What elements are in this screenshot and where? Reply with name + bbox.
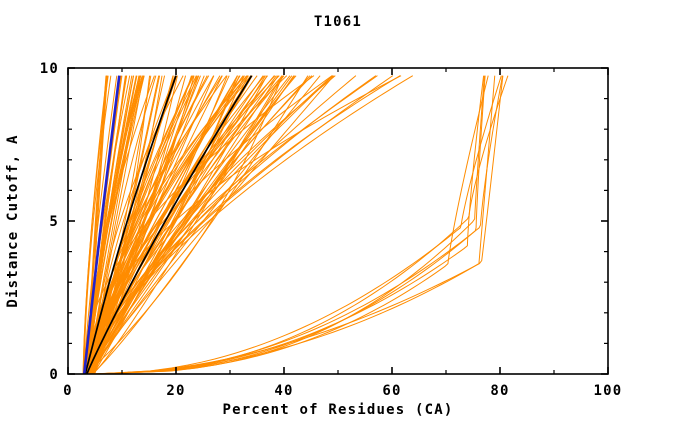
curves-layer (82, 75, 509, 374)
y-tick-label: 5 (49, 214, 59, 230)
x-tick-label: 40 (274, 383, 293, 399)
orange-knee-curve (96, 75, 504, 374)
orange-curve (85, 75, 252, 374)
orange-knee-curve (93, 75, 489, 374)
x-axis-label: Percent of Residues (CA) (222, 402, 453, 418)
orange-knee-curve (93, 75, 485, 374)
orange-curve (91, 75, 266, 374)
orange-curve (85, 75, 145, 374)
orange-curve (82, 75, 108, 374)
orange-curve (87, 75, 155, 374)
x-tick-label: 100 (594, 383, 623, 399)
orange-knee-curve (91, 75, 496, 374)
blue-curve (82, 75, 121, 374)
orange-curve (86, 75, 293, 374)
black-curve (86, 75, 253, 374)
orange-curve (90, 75, 414, 374)
orange-curve (91, 75, 249, 374)
orange-curve (84, 75, 210, 374)
y-tick-label: 10 (40, 61, 59, 77)
orange-knee-curve (96, 75, 502, 374)
x-tick-label: 80 (490, 383, 509, 399)
orange-curve (85, 75, 291, 374)
orange-curve (91, 75, 309, 374)
orange-curve (83, 75, 283, 374)
orange-curve (87, 75, 166, 374)
orange-curve (89, 75, 296, 374)
black-curve (84, 75, 177, 374)
chart-title: T1061 (314, 14, 362, 30)
orange-curve (92, 75, 401, 374)
y-tick-label: 0 (49, 367, 59, 383)
x-tick-label: 60 (382, 383, 401, 399)
orange-curve (83, 75, 112, 374)
x-tick-label: 0 (63, 383, 73, 399)
plot-frame (67, 67, 609, 375)
x-tick-label: 20 (166, 383, 185, 399)
y-axis-label: Distance Cutoff, A (5, 134, 21, 307)
orange-knee-curve (97, 75, 485, 374)
orange-curve (92, 75, 402, 374)
orange-curve (91, 75, 244, 374)
orange-knee-curve (95, 75, 504, 374)
orange-curve (88, 75, 283, 374)
